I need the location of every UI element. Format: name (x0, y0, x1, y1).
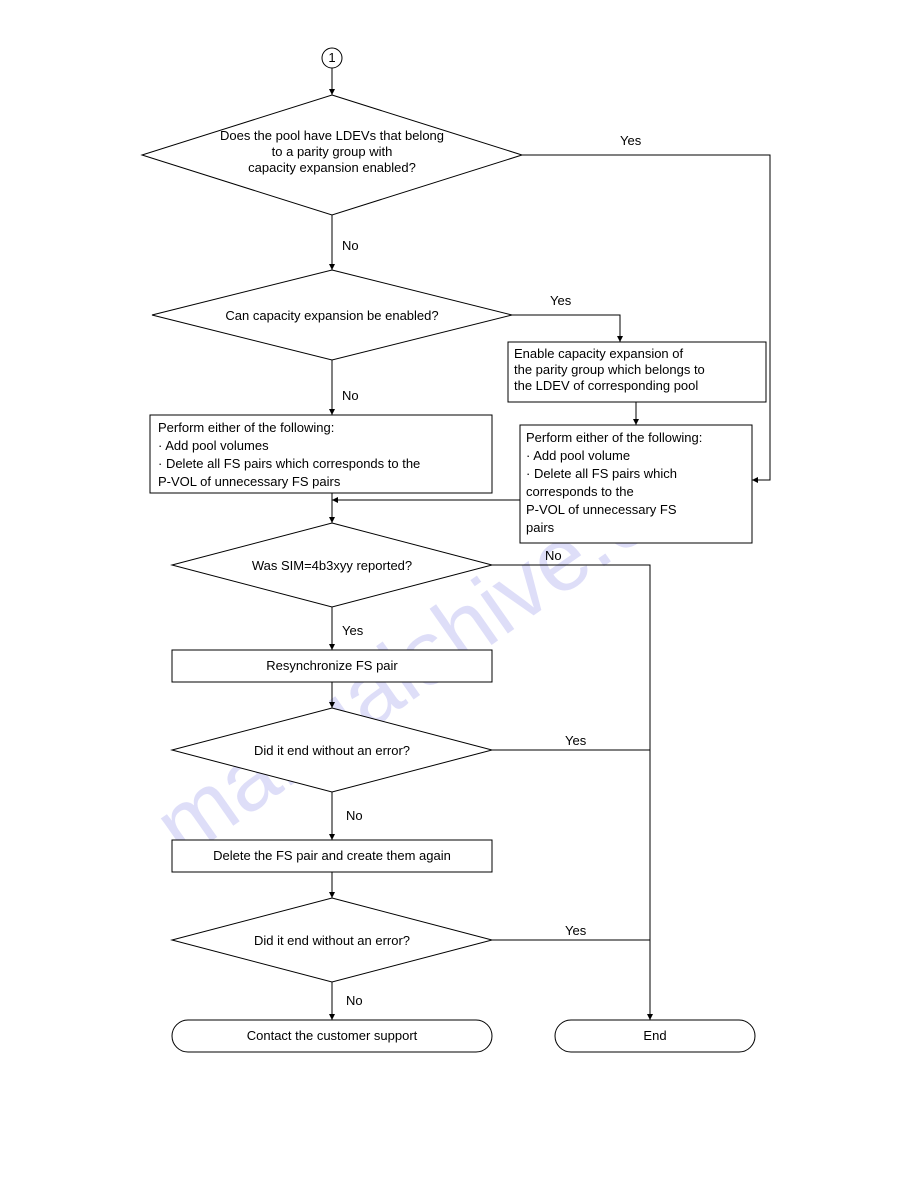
svg-text:Delete the FS pair and create: Delete the FS pair and create them again (213, 848, 451, 863)
svg-text:Yes: Yes (550, 293, 572, 308)
edge-d1-no: No (332, 215, 359, 270)
svg-text:Yes: Yes (342, 623, 364, 638)
edge-d2-no: No (332, 360, 359, 415)
decision-d1: Does the pool have LDEVs that belong to … (142, 95, 522, 215)
svg-text:· Add pool volume: · Add pool volume (526, 448, 630, 463)
svg-text:No: No (342, 388, 359, 403)
terminator-end: End (555, 1020, 755, 1052)
decision-d2: Can capacity expansion be enabled? (152, 270, 512, 360)
connector-1: 1 (322, 48, 342, 68)
svg-text:Did it end without an error?: Did it end without an error? (254, 743, 410, 758)
edge-d5-no: No (332, 982, 363, 1020)
svg-text:Yes: Yes (565, 733, 587, 748)
svg-text:capacity expansion enabled?: capacity expansion enabled? (248, 160, 416, 175)
process-resync: Resynchronize FS pair (172, 650, 492, 682)
flowchart: manualshive.com 1 Does the pool have LDE… (0, 0, 918, 1188)
edge-d5-yes: Yes (492, 923, 650, 940)
svg-text:No: No (342, 238, 359, 253)
svg-text:1: 1 (328, 50, 335, 65)
svg-text:· Delete all FS pairs which: · Delete all FS pairs which (526, 466, 677, 481)
svg-text:P-VOL of unnecessary FS: P-VOL of unnecessary FS (526, 502, 677, 517)
process-delete: Delete the FS pair and create them again (172, 840, 492, 872)
svg-text:No: No (346, 808, 363, 823)
edge-d4-no: No (332, 792, 363, 840)
svg-text:Did it end without an error?: Did it end without an error? (254, 933, 410, 948)
process-perform-right: Perform either of the following: · Add p… (520, 425, 752, 543)
svg-text:Perform either of the followin: Perform either of the following: (526, 430, 702, 445)
svg-text:End: End (643, 1028, 666, 1043)
svg-text:Yes: Yes (565, 923, 587, 938)
svg-text:No: No (346, 993, 363, 1008)
svg-text:the LDEV of corresponding pool: the LDEV of corresponding pool (514, 378, 698, 393)
decision-d5: Did it end without an error? (172, 898, 492, 982)
svg-text:P-VOL of unnecessary FS pairs: P-VOL of unnecessary FS pairs (158, 474, 341, 489)
process-perform-left: Perform either of the following: · Add p… (150, 415, 492, 493)
svg-text:Contact the customer support: Contact the customer support (247, 1028, 418, 1043)
svg-text:· Add pool volumes: · Add pool volumes (158, 438, 269, 453)
svg-text:Yes: Yes (620, 133, 642, 148)
svg-text:corresponds to the: corresponds to the (526, 484, 634, 499)
svg-text:pairs: pairs (526, 520, 555, 535)
edge-d2-yes: Yes (512, 293, 620, 342)
process-enable: Enable capacity expansion of the parity … (508, 342, 766, 402)
svg-text:No: No (545, 548, 562, 563)
svg-text:Can capacity expansion be enab: Can capacity expansion be enabled? (225, 308, 438, 323)
svg-text:Perform either of the followin: Perform either of the following: (158, 420, 334, 435)
svg-text:Does the pool have LDEVs that: Does the pool have LDEVs that belong (220, 128, 444, 143)
terminator-contact: Contact the customer support (172, 1020, 492, 1052)
svg-text:Enable capacity expansion of: Enable capacity expansion of (514, 346, 684, 361)
svg-text:· Delete all FS pairs which c: · Delete all FS pairs which corresponds … (158, 456, 420, 471)
svg-text:Resynchronize FS pair: Resynchronize FS pair (266, 658, 398, 673)
svg-text:the parity group which belongs: the parity group which belongs to (514, 362, 705, 377)
edge-d4-yes: Yes (492, 733, 650, 750)
svg-text:to a parity group with: to a parity group with (272, 144, 393, 159)
svg-text:Was SIM=4b3xyy reported?: Was SIM=4b3xyy reported? (252, 558, 412, 573)
